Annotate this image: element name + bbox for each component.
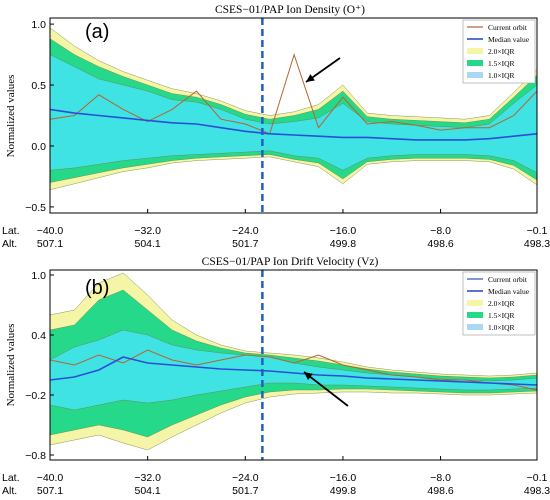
legend-1iqr: 1.0×IQR [488, 323, 515, 332]
legend-2iqr: 2.0×IQR [488, 47, 515, 56]
x-tick-alt-label: 501.7 [232, 485, 258, 497]
x-tick-alt-label: 507.1 [37, 238, 63, 250]
legend-15iqr-swatch [467, 312, 483, 318]
legend-current-orbit: Current orbit [488, 23, 528, 32]
panel-b: CSES−01/PAP Ion Drift Velocity (Vz) 1.0 0… [2, 256, 550, 497]
series-median-value [49, 356, 538, 386]
panel-b-ylabel: Normalized values [5, 324, 17, 407]
y-tick-label: −0.2 [25, 390, 46, 402]
lat-prefix: Lat. [2, 225, 20, 237]
y-tick-label: −0.5 [25, 202, 46, 214]
x-tick-lat-label: −40.0 [37, 225, 64, 237]
legend-15iqr: 1.5×IQR [488, 311, 515, 320]
band-1iqr-lower-edge [49, 150, 538, 173]
band-1iqr-lower-edge [49, 382, 538, 411]
band-1iqr [50, 54, 537, 173]
x-tick-lat-label: −16.0 [330, 225, 357, 237]
band-2iqr-upper-edge [49, 27, 538, 120]
panel-b-legend: Current orbit Median value 2.0×IQR 1.5×I… [462, 271, 536, 336]
legend-15iqr: 1.5×IQR [488, 59, 515, 68]
legend-median-value: Median value [488, 35, 530, 44]
x-tick-alt-label: 498.6 [427, 238, 453, 250]
x-tick-alt-label: 499.8 [330, 238, 356, 250]
legend-median-value: Median value [488, 287, 530, 296]
y-tick-label: 0.5 [31, 80, 46, 92]
panel-a: CSES−01/PAP Ion Density (O⁺) 1.0 0.5 0.0 −0… [2, 4, 550, 250]
x-tick-alt-label: 498.3 [524, 238, 550, 250]
x-tick-alt-label: 499.8 [330, 485, 356, 497]
band-15iqr-lower-edge [49, 388, 538, 438]
alt-prefix: Alt. [2, 238, 17, 250]
x-tick-lat-label: −8.0 [430, 225, 451, 237]
legend-1iqr-swatch [467, 72, 483, 78]
x-tick-alt-label: 507.1 [37, 485, 63, 497]
x-tick-lat-label: −24.0 [232, 472, 259, 484]
alt-prefix: Alt. [2, 485, 17, 497]
band-2iqr-upper-edge [49, 272, 538, 377]
x-tick-alt-label: 504.1 [135, 238, 161, 250]
x-tick-alt-label: 498.6 [427, 485, 453, 497]
x-tick-lat-label: −0.1 [527, 472, 548, 484]
y-tick-label: 0.4 [31, 330, 46, 342]
series-current-orbit [49, 52, 538, 135]
legend-2iqr: 2.0×IQR [488, 299, 515, 308]
y-tick-label: 0.0 [31, 141, 46, 153]
panel-b-frame [49, 269, 538, 461]
series-median-value [49, 108, 538, 141]
y-tick-label: −0.8 [25, 450, 46, 462]
panel-a-ylabel: Normalized values [5, 75, 17, 158]
legend-current-orbit: Current orbit [488, 275, 528, 284]
x-tick-lat-label: −0.1 [527, 225, 548, 237]
x-tick-alt-label: 498.3 [524, 485, 550, 497]
legend-1iqr: 1.0×IQR [488, 71, 515, 80]
band-15iqr-lower-edge [49, 154, 538, 183]
x-tick-lat-label: −40.0 [37, 472, 64, 484]
y-tick-label: 1.0 [31, 270, 46, 282]
x-tick-alt-label: 504.1 [135, 485, 161, 497]
panel-a-frame [49, 17, 538, 214]
band-1iqr [50, 330, 537, 410]
band-15iqr-upper-edge [49, 289, 538, 379]
panel-a-label: (a) [85, 21, 109, 43]
annotation-arrow-shaft [303, 371, 349, 407]
legend-1iqr-swatch [467, 324, 483, 330]
panel-b-title: CSES−01/PAP Ion Drift Velocity (Vz) [202, 256, 379, 268]
annotation-arrow-head [304, 372, 313, 381]
panel-b-label: (b) [85, 277, 109, 299]
legend-15iqr-swatch [467, 60, 483, 66]
band-1iqr-upper-edge [49, 54, 538, 128]
panel-a-legend: Current orbit Median value 2.0×IQR 1.5×I… [462, 19, 536, 84]
x-tick-lat-label: −32.0 [134, 225, 161, 237]
band-15iqr-upper-edge [49, 38, 538, 124]
band-2iqr-lower-edge [49, 156, 538, 190]
legend-2iqr-swatch [467, 300, 483, 306]
y-tick-label: 1.0 [31, 19, 46, 31]
lat-prefix: Lat. [2, 472, 20, 484]
band-2iqr-lower-edge [49, 391, 538, 451]
annotation-arrow-head [306, 74, 315, 82]
x-tick-lat-label: −8.0 [430, 472, 451, 484]
legend-2iqr-swatch [467, 48, 483, 54]
x-tick-lat-label: −32.0 [134, 472, 161, 484]
x-tick-lat-label: −16.0 [330, 472, 357, 484]
x-tick-lat-label: −24.0 [232, 225, 259, 237]
x-tick-alt-label: 501.7 [232, 238, 258, 250]
panel-a-title: CSES−01/PAP Ion Density (O⁺) [215, 4, 365, 16]
